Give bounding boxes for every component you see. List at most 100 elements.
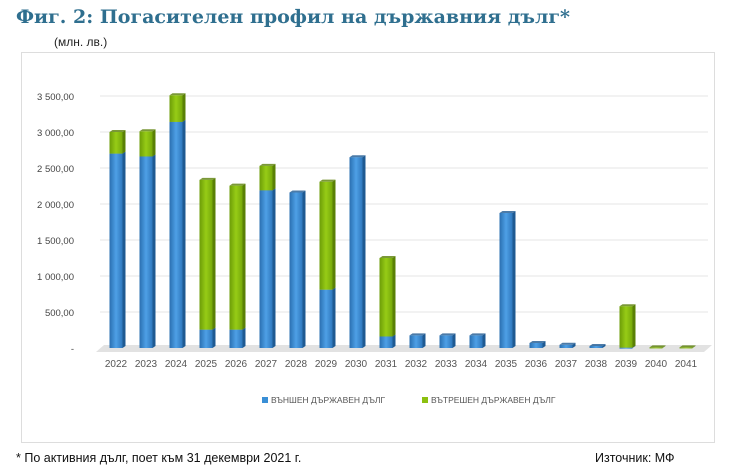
bar-side	[692, 345, 696, 348]
bar-side	[332, 179, 336, 290]
bar-side	[152, 129, 156, 157]
bar-external-2036	[529, 342, 543, 348]
bar-domestic-2040	[649, 347, 663, 349]
bar-external-2029	[319, 289, 333, 348]
bar-side	[182, 93, 186, 122]
bar-external-2031	[379, 336, 393, 348]
bar-domestic-2027	[259, 165, 273, 191]
bar-side	[452, 333, 456, 348]
bar-top	[619, 304, 636, 307]
x-tick-label: 2029	[315, 359, 338, 370]
bar-external-2038	[589, 345, 603, 348]
x-tick-label: 2025	[195, 359, 218, 370]
x-tick-label: 2037	[555, 359, 578, 370]
unit-label: (млн. лв.)	[54, 35, 108, 49]
bar-top	[379, 256, 396, 258]
bar-external-2034	[469, 335, 483, 348]
bar-domestic-2024	[169, 95, 183, 122]
footnote: * По активния дълг, поет към 31 декември…	[16, 451, 302, 465]
x-tick-label: 2026	[225, 359, 248, 370]
x-tick-label: 2028	[285, 359, 308, 370]
bar-external-2025	[199, 329, 213, 348]
bar-top	[109, 130, 126, 132]
x-tick-label: 2038	[585, 359, 608, 370]
x-tick-label: 2030	[345, 359, 368, 370]
bar-domestic-2025	[199, 179, 213, 330]
bar-side	[152, 154, 156, 348]
bar-top	[559, 342, 576, 345]
x-tick-label: 2034	[465, 359, 488, 370]
bar-side	[632, 345, 636, 348]
bar-external-2024	[169, 121, 183, 348]
figure-title: Фиг. 2: Погасителен профил на държавния …	[16, 6, 570, 28]
bar-top	[349, 155, 366, 158]
bar-side	[242, 183, 246, 330]
bar-top	[319, 179, 336, 182]
bar-side	[362, 155, 366, 348]
legend-swatch	[262, 397, 268, 403]
bar-top	[529, 340, 546, 343]
bar-top	[409, 333, 426, 336]
bar-external-2023	[139, 156, 153, 348]
bar-external-2032	[409, 335, 423, 348]
bar-side	[242, 327, 246, 348]
bar-top	[679, 345, 696, 348]
bar-side	[272, 163, 276, 191]
y-tick-label: 3 500,00	[37, 92, 74, 103]
x-tick-label: 2035	[495, 359, 518, 370]
x-tick-label: 2033	[435, 359, 458, 370]
x-tick-label: 2041	[675, 359, 698, 370]
bar-external-2033	[439, 335, 453, 348]
bar-external-2037	[559, 344, 573, 348]
y-tick-label: 2 000,00	[37, 200, 74, 211]
bar-side	[392, 256, 396, 337]
x-tick-label: 2031	[375, 359, 398, 370]
bar-top	[259, 163, 276, 166]
bar-side	[302, 190, 306, 348]
x-tick-label: 2023	[135, 359, 158, 370]
bar-side	[182, 119, 186, 348]
y-tick-label: 1 500,00	[37, 236, 74, 247]
bar-external-2022	[109, 153, 123, 348]
y-tick-label: 2 500,00	[37, 164, 74, 175]
x-tick-label: 2036	[525, 359, 548, 370]
bar-top	[199, 177, 216, 180]
bar-side	[662, 345, 666, 348]
bar-top	[139, 129, 156, 132]
bar-external-2026	[229, 329, 243, 348]
bar-side	[272, 188, 276, 348]
bar-side	[212, 177, 216, 330]
bar-top	[649, 345, 666, 348]
source-label: Източник: МФ	[595, 451, 675, 465]
bar-domestic-2029	[319, 181, 333, 290]
bar-side	[512, 211, 516, 348]
bar-external-2030	[349, 157, 363, 348]
bar-side	[122, 151, 126, 348]
bar-side	[632, 304, 636, 348]
bar-domestic-2041	[679, 347, 693, 349]
bar-external-2035	[499, 213, 513, 348]
chart-frame	[21, 52, 715, 443]
bar-side	[542, 340, 546, 348]
y-tick-label: -	[71, 344, 74, 355]
bar-external-2027	[259, 190, 273, 348]
bar-side	[332, 287, 336, 348]
bar-side	[602, 343, 606, 348]
y-tick-label: 1 000,00	[37, 272, 74, 283]
bar-side	[572, 342, 576, 348]
x-tick-label: 2027	[255, 359, 278, 370]
bar-side	[212, 327, 216, 348]
legend-label: ВЪТРЕШЕН ДЪРЖАВЕН ДЪЛГ	[431, 395, 556, 405]
x-tick-label: 2024	[165, 359, 188, 370]
bar-external-2039	[619, 347, 633, 349]
bar-top	[439, 333, 456, 336]
x-tick-label: 2022	[105, 359, 128, 370]
bar-domestic-2026	[229, 185, 243, 330]
y-tick-label: 3 000,00	[37, 128, 74, 139]
x-tick-label: 2032	[405, 359, 428, 370]
bar-side	[482, 333, 486, 348]
bar-top	[499, 211, 516, 213]
bar-top	[289, 190, 306, 193]
bar-side	[392, 334, 396, 348]
